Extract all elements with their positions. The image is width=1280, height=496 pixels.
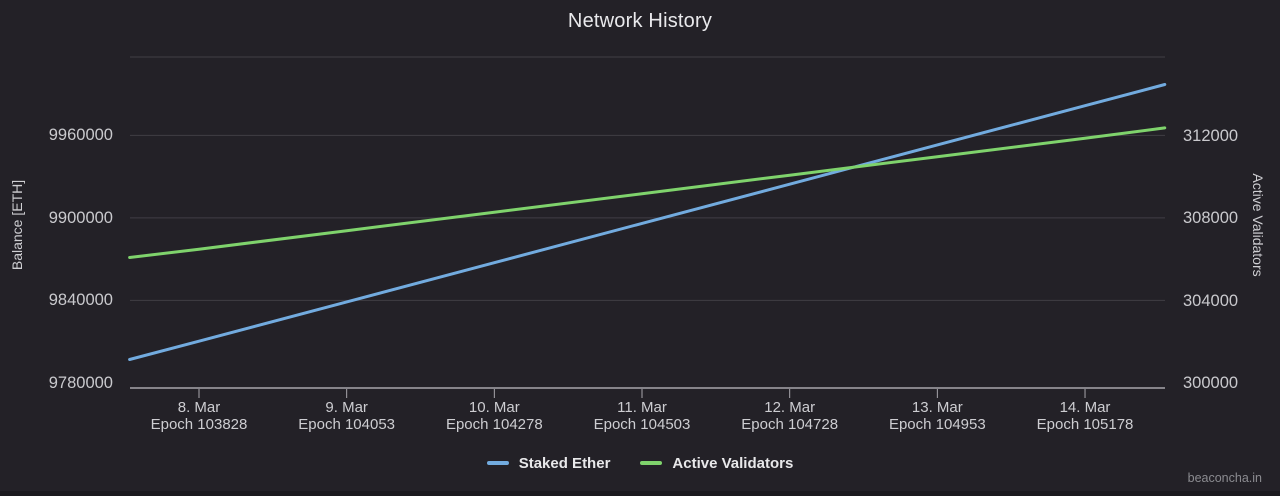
bottom-edge-strip (0, 491, 1280, 496)
legend-item-active-validators[interactable]: Active Validators (640, 455, 793, 472)
y-axis-tick-label-right: 312000 (1183, 127, 1239, 146)
legend-label-active-validators: Active Validators (672, 454, 794, 472)
x-axis-tick-label: 12. Mar Epoch 104728 (710, 399, 870, 433)
x-tick-epoch: Epoch 104053 (298, 416, 396, 433)
x-tick-date: 12. Mar (764, 399, 816, 416)
legend-label-staked-ether: Staked Ether (518, 454, 611, 472)
x-tick-epoch: Epoch 103828 (150, 416, 248, 433)
x-axis-tick-label: 11. Mar Epoch 104503 (562, 399, 722, 433)
watermark-beaconchain: beaconcha.in (1187, 471, 1262, 485)
staked-ether-series-line[interactable] (128, 83, 1167, 361)
x-axis-tick-label: 9. Mar Epoch 104053 (267, 399, 427, 433)
chart-title: Network History (567, 10, 713, 32)
y-axis-tick-label-left: 9840000 (48, 291, 113, 310)
x-tick-date: 10. Mar (468, 399, 520, 416)
legend-item-staked-ether[interactable]: Staked Ether (486, 454, 611, 472)
legend: Staked Ether Active Validators (0, 452, 1280, 474)
x-tick-date: 11. Mar (617, 399, 667, 416)
y-axis-tick-label-left: 9780000 (48, 373, 113, 392)
x-tick-date: 8. Mar (177, 399, 221, 416)
x-tick-epoch: Epoch 104503 (593, 416, 691, 433)
x-axis-tick-label: 8. Mar Epoch 103828 (119, 399, 279, 433)
x-tick-epoch: Epoch 104278 (445, 416, 543, 433)
x-tick-date: 14. Mar (1059, 399, 1111, 416)
x-axis-tick-label: 10. Mar Epoch 104278 (414, 399, 574, 433)
x-tick-date: 13. Mar (911, 399, 963, 416)
y-axis-tick-label-left: 9960000 (48, 126, 113, 145)
x-tick-epoch: Epoch 105178 (1036, 416, 1134, 433)
active-validators-series-line[interactable] (128, 126, 1167, 259)
x-tick-date: 9. Mar (325, 399, 368, 416)
y-axis-tick-label-right: 300000 (1183, 373, 1239, 392)
y-axis-tick-label-right: 308000 (1183, 209, 1239, 228)
x-tick-epoch: Epoch 104953 (888, 416, 986, 433)
y-axis-tick-label-left: 9900000 (48, 208, 113, 227)
legend-marker-active-validators-icon (640, 461, 663, 465)
x-axis-tick-label: 13. Mar Epoch 104953 (857, 399, 1017, 433)
legend-marker-staked-ether-icon (486, 461, 509, 465)
y-axis-tick-label-right: 304000 (1183, 291, 1239, 310)
x-tick-epoch: Epoch 104728 (741, 416, 839, 433)
x-axis-tick-label: 14. Mar Epoch 105178 (1005, 399, 1165, 433)
